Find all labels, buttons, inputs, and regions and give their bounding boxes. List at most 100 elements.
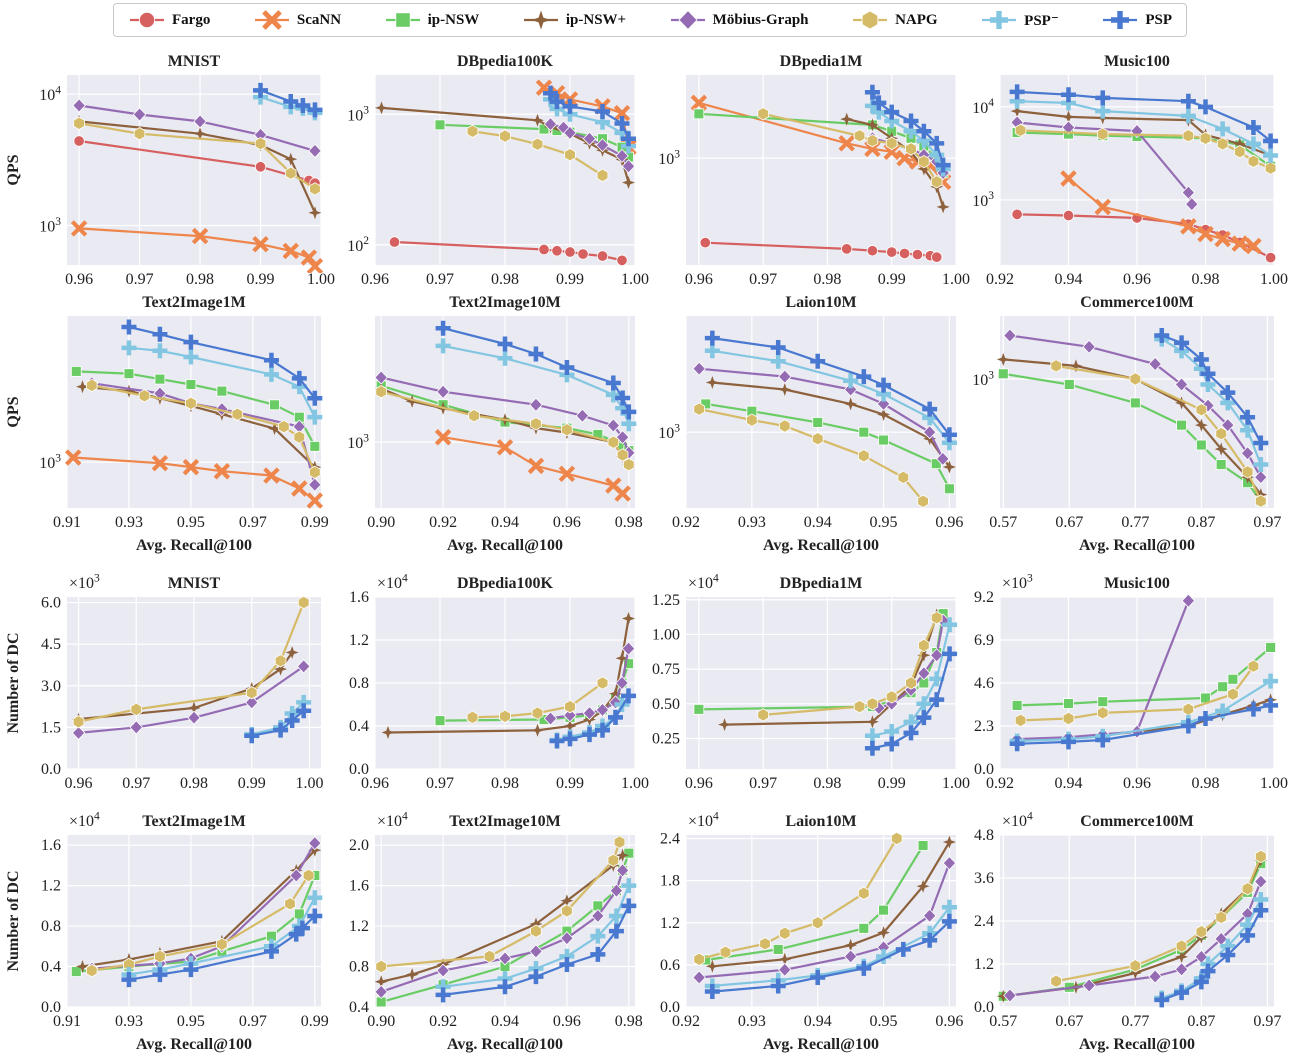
x-tick-label: 0.92 <box>429 1013 457 1030</box>
x-tick-label: 0.92 <box>986 271 1014 288</box>
diamond-marker <box>678 10 698 30</box>
point-ip-nsw <box>917 840 929 851</box>
point-psp-minus <box>1240 422 1256 438</box>
series-line-psp-minus <box>712 349 951 444</box>
point-fargo <box>1062 209 1075 222</box>
point-mobius-graph <box>529 397 543 412</box>
point-mobius-graph <box>1082 339 1096 354</box>
panel-laion10m-qps: 0.92 0.93 0.94 0.95 0.96 103 Laion10M Avg. Reca… <box>658 294 963 554</box>
y-tick-label: 0.75 <box>652 661 680 678</box>
point-mobius-graph <box>71 725 86 741</box>
point-ip-nsw <box>996 352 1010 366</box>
point-psp-minus <box>307 409 323 425</box>
y-multiplier: ×104 <box>688 810 719 830</box>
plot-area <box>67 75 321 265</box>
point-mobius-graph <box>884 696 899 711</box>
series-layer <box>692 330 957 508</box>
x-tick-label: 0.96 <box>685 775 713 792</box>
point-mobius-graph <box>543 117 558 132</box>
y-tick-label: 1.2 <box>660 915 680 932</box>
point-mobius-graph <box>308 836 322 851</box>
point-napg <box>1241 882 1254 896</box>
point-psp <box>704 330 720 346</box>
y-tick-label: 3.6 <box>974 870 994 887</box>
x-tick-label: 0.94 <box>1055 271 1083 288</box>
series-line-ip-nsw <box>82 849 316 968</box>
point-fargo <box>564 246 576 258</box>
point-napg <box>897 470 910 485</box>
point-psp <box>929 692 945 708</box>
point-psp <box>608 923 624 939</box>
point-ip-nsw <box>185 379 197 390</box>
y-tick-label: 0.8 <box>349 675 369 692</box>
point-mobius-graph <box>72 98 86 113</box>
point-psp <box>621 404 637 420</box>
point-scann <box>690 94 708 112</box>
y-tick-label: 0.0 <box>41 761 61 778</box>
x-tick-label: 0.99 <box>238 775 266 792</box>
panel-title: Laion10M <box>785 813 856 830</box>
point-ip-nsw <box>309 440 321 452</box>
point-psp <box>942 646 958 662</box>
plus-marker <box>1111 11 1130 29</box>
plot-area <box>686 75 956 265</box>
point-mobius-graph <box>1174 962 1189 977</box>
y-multiplier: ×103 <box>69 572 100 592</box>
x-axis-label: Avg. Recall@100 <box>447 1036 563 1053</box>
point-ip-nsw <box>1233 137 1247 151</box>
point-psp <box>497 979 513 995</box>
point-psp <box>1200 963 1216 979</box>
point-scann <box>306 257 324 273</box>
point-fargo <box>577 248 589 260</box>
point-ip-nsw <box>122 384 136 398</box>
point-napg <box>1215 427 1227 441</box>
series-layer <box>693 608 958 756</box>
x-tick-label: 0.94 <box>804 1013 832 1030</box>
x-tick-label: 0.93 <box>115 1013 143 1030</box>
point-psp <box>1198 99 1213 115</box>
point-ip-nsw <box>193 127 207 141</box>
point-psp <box>608 709 623 725</box>
point-psp <box>1240 927 1256 943</box>
panel-text2image1m-dc: 0.91 0.93 0.95 0.97 0.99 0.0 0.4 0.8 1.2 1.6 ×104 T… <box>5 810 329 1053</box>
series-layer <box>70 82 324 273</box>
y-tick-label: 1.5 <box>41 719 61 736</box>
point-mobius-graph <box>529 944 543 959</box>
point-mobius-graph <box>308 477 322 492</box>
point-psp <box>1220 947 1236 963</box>
point-scann <box>263 467 280 484</box>
point-psp <box>253 82 269 98</box>
point-mobius-graph <box>374 370 388 385</box>
point-napg <box>1199 131 1212 145</box>
x-tick-label: 0.97 <box>1253 514 1281 531</box>
point-fargo <box>616 254 628 267</box>
point-napg <box>309 182 321 196</box>
point-mobius-graph <box>244 695 259 710</box>
point-psp-minus <box>941 899 957 915</box>
point-napg <box>885 136 898 150</box>
point-ip-nsw <box>917 162 931 176</box>
series-layer <box>996 849 1269 1008</box>
point-psp <box>621 898 637 914</box>
x-tick-label: 0.97 <box>426 271 454 288</box>
point-mobius-graph <box>582 706 597 721</box>
x-tick-label: 0.99 <box>247 271 275 288</box>
point-ip-nsw <box>878 904 889 916</box>
point-napg <box>466 124 479 138</box>
point-ip-nsw <box>865 118 879 132</box>
point-psp-minus <box>1180 108 1196 124</box>
point-psp <box>935 157 951 173</box>
point-ip-nsw <box>1011 700 1023 711</box>
point-psp <box>1009 84 1025 100</box>
y-tick-label: 104 <box>39 84 61 104</box>
point-psp <box>856 369 872 385</box>
series-line-psp-minus <box>1017 680 1272 743</box>
y-tick-label: 1.8 <box>660 873 680 890</box>
point-mobius-graph <box>296 659 311 674</box>
y-tick-label: 4.8 <box>974 827 994 844</box>
y-tick-label: 9.2 <box>974 589 994 606</box>
x-tick-label: 0.99 <box>556 271 584 288</box>
point-mobius-graph <box>692 970 706 985</box>
point-ip-nsw <box>374 975 388 989</box>
x-tick-label: 1.00 <box>942 775 970 792</box>
